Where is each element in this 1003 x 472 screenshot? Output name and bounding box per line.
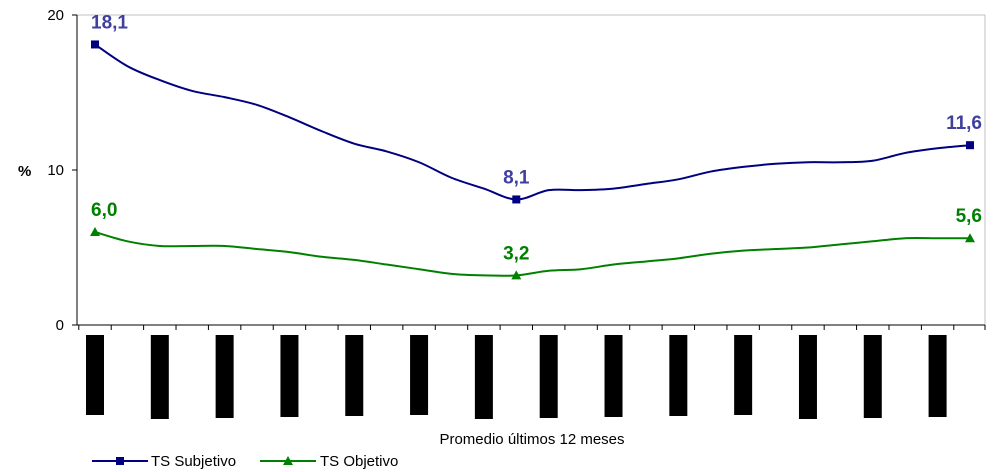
data-label: 8,1 (503, 167, 530, 188)
x-tick-label-block (150, 335, 169, 419)
data-label: 5,6 (956, 206, 982, 227)
x-tick-label-block (86, 335, 104, 415)
data-label: 11,6 (946, 113, 982, 134)
legend: TS Subjetivo TS Objetivo (92, 453, 398, 470)
x-tick-label-block (604, 335, 623, 417)
legend-item-subjetivo: TS Subjetivo (92, 453, 236, 470)
x-tick-label-block (345, 335, 364, 416)
x-tick-label-block (863, 335, 882, 418)
x-tick-label-block (215, 335, 234, 418)
x-tick-label-block (410, 335, 429, 415)
data-labels: 18,1 8,1 11,6 6,0 3,2 5,6 (91, 12, 982, 264)
x-axis-label: Promedio últimos 12 meses (439, 431, 624, 448)
data-point-square-marker (966, 141, 974, 150)
x-tick-label-block (474, 335, 493, 419)
y-tick-label: 10 (47, 162, 64, 179)
data-point-triangle-marker (511, 270, 522, 280)
series-layer (90, 40, 975, 280)
x-tick-label-block (669, 335, 688, 416)
data-point-triangle-marker (965, 233, 975, 243)
x-tick-label-block (280, 335, 299, 417)
data-label: 6,0 (91, 200, 117, 221)
x-tick-label-block (928, 335, 947, 417)
data-point-square-marker (512, 195, 521, 204)
legend-label: TS Objetivo (320, 453, 398, 470)
legend-item-objetivo: TS Objetivo (260, 453, 398, 470)
series-line-objetivo (94, 231, 970, 277)
data-point-square-marker (91, 40, 99, 49)
legend-triangle-marker-icon (283, 456, 293, 465)
x-tick-label-block (798, 335, 817, 419)
x-tick-label-block (734, 335, 753, 415)
axes: 0 10 20 (47, 7, 986, 419)
y-tick-label: 0 (56, 317, 64, 334)
data-point-triangle-marker (90, 227, 100, 236)
legend-square-marker-icon (116, 457, 124, 465)
legend-label: TS Subjetivo (151, 453, 236, 470)
series-line-subjetivo (94, 43, 971, 201)
y-axis-label: % (18, 163, 31, 180)
data-label: 18,1 (91, 12, 128, 33)
data-label: 3,2 (503, 243, 529, 264)
x-tick-label-block (539, 335, 558, 418)
y-tick-label: 20 (47, 7, 64, 24)
